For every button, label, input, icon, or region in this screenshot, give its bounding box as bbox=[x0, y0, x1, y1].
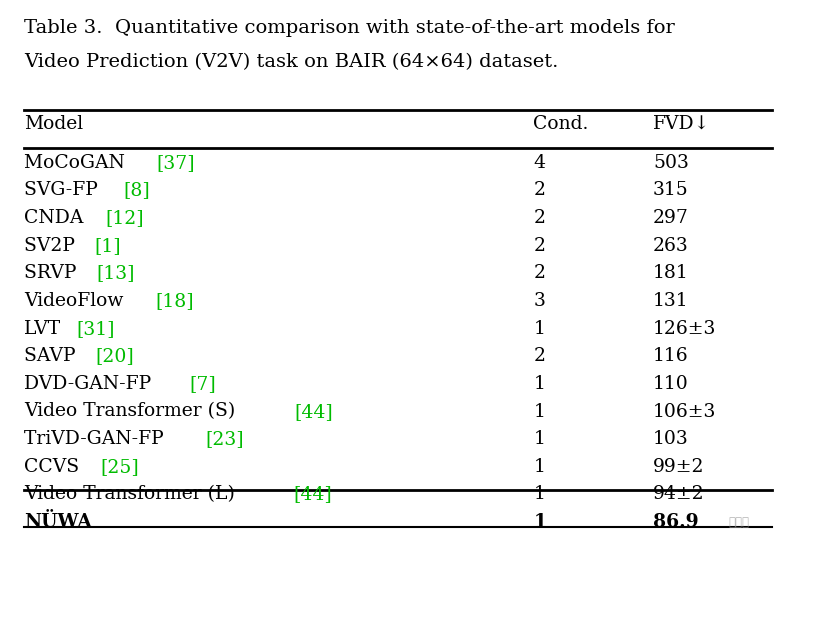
Text: MoCoGAN: MoCoGAN bbox=[24, 154, 131, 172]
Text: 1: 1 bbox=[534, 485, 545, 504]
Text: SRVP: SRVP bbox=[24, 264, 83, 283]
Text: CCVS: CCVS bbox=[24, 458, 85, 476]
Text: 1: 1 bbox=[534, 430, 545, 448]
Text: 263: 263 bbox=[653, 237, 689, 255]
Text: 503: 503 bbox=[653, 154, 689, 172]
Text: [18]: [18] bbox=[155, 292, 193, 310]
Text: Video Transformer (S): Video Transformer (S) bbox=[24, 403, 241, 421]
Text: 2: 2 bbox=[534, 264, 545, 283]
Text: 103: 103 bbox=[653, 430, 689, 448]
Text: 315: 315 bbox=[653, 181, 689, 200]
Text: 1: 1 bbox=[534, 320, 545, 338]
Text: Video Prediction (V2V) task on BAIR (64×64) dataset.: Video Prediction (V2V) task on BAIR (64×… bbox=[24, 53, 558, 72]
Text: [20]: [20] bbox=[95, 347, 134, 365]
Text: 量子位: 量子位 bbox=[729, 516, 749, 529]
Text: 1: 1 bbox=[534, 403, 545, 421]
Text: [25]: [25] bbox=[100, 458, 139, 476]
Text: 2: 2 bbox=[534, 181, 545, 200]
Text: [7]: [7] bbox=[189, 375, 216, 393]
Text: [44]: [44] bbox=[294, 403, 333, 421]
Text: SV2P: SV2P bbox=[24, 237, 81, 255]
Text: 4: 4 bbox=[534, 154, 545, 172]
Text: 106±3: 106±3 bbox=[653, 403, 716, 421]
Text: 1: 1 bbox=[534, 458, 545, 476]
Text: 3: 3 bbox=[534, 292, 545, 310]
Text: [13]: [13] bbox=[97, 264, 135, 283]
Text: Model: Model bbox=[24, 115, 83, 133]
Text: FVD↓: FVD↓ bbox=[653, 115, 710, 133]
Text: 131: 131 bbox=[653, 292, 689, 310]
Text: Cond.: Cond. bbox=[534, 115, 589, 133]
Text: SVG-FP: SVG-FP bbox=[24, 181, 103, 200]
Text: 1: 1 bbox=[534, 375, 545, 393]
Text: 94±2: 94±2 bbox=[653, 485, 705, 504]
Text: LVT: LVT bbox=[24, 320, 66, 338]
Text: 86.9: 86.9 bbox=[653, 513, 699, 531]
Text: [37]: [37] bbox=[157, 154, 196, 172]
Text: NÜWA: NÜWA bbox=[24, 513, 92, 531]
Text: 126±3: 126±3 bbox=[653, 320, 716, 338]
Text: [1]: [1] bbox=[95, 237, 121, 255]
Text: 1: 1 bbox=[534, 513, 547, 531]
Text: Video Transformer (L): Video Transformer (L) bbox=[24, 485, 240, 504]
Text: 116: 116 bbox=[653, 347, 689, 365]
Text: 99±2: 99±2 bbox=[653, 458, 705, 476]
Text: SAVP: SAVP bbox=[24, 347, 82, 365]
Text: 2: 2 bbox=[534, 347, 545, 365]
Text: DVD-GAN-FP: DVD-GAN-FP bbox=[24, 375, 157, 393]
Text: Table 3.  Quantitative comparison with state-of-the-art models for: Table 3. Quantitative comparison with st… bbox=[24, 19, 675, 37]
Text: VideoFlow: VideoFlow bbox=[24, 292, 129, 310]
Text: 181: 181 bbox=[653, 264, 689, 283]
Text: [23]: [23] bbox=[205, 430, 244, 448]
Text: 2: 2 bbox=[534, 237, 545, 255]
Text: [31]: [31] bbox=[76, 320, 115, 338]
Text: CNDA: CNDA bbox=[24, 209, 89, 227]
Text: [44]: [44] bbox=[293, 485, 332, 504]
Text: 2: 2 bbox=[534, 209, 545, 227]
Text: TriVD-GAN-FP: TriVD-GAN-FP bbox=[24, 430, 169, 448]
Text: 110: 110 bbox=[653, 375, 689, 393]
Text: 297: 297 bbox=[653, 209, 689, 227]
Text: [8]: [8] bbox=[123, 181, 150, 200]
Text: [12]: [12] bbox=[105, 209, 144, 227]
